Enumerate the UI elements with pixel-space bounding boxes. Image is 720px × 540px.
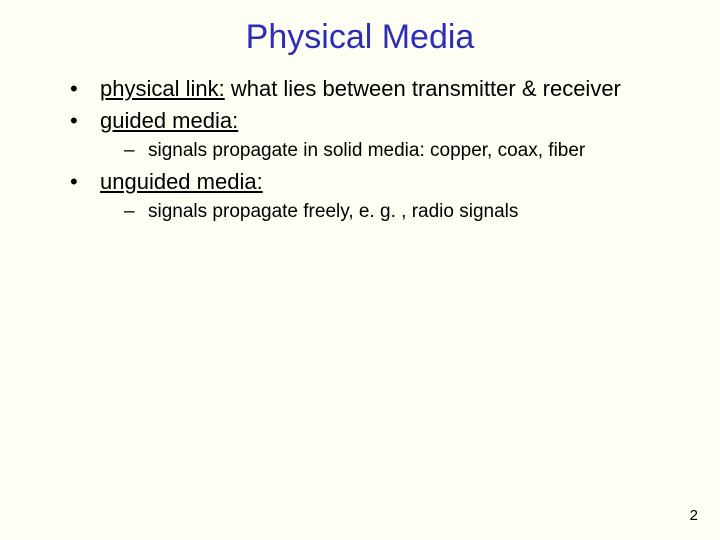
slide-title: Physical Media [30,18,690,57]
subbullet-unguided: signals propagate freely, e. g. , radio … [30,200,690,224]
bullet-term: unguided media: [100,169,263,194]
subbullet-guided: signals propagate in solid media: copper… [30,139,690,163]
bullet-list: physical link: what lies between transmi… [30,75,690,224]
bullet-term: physical link: [100,76,225,101]
bullet-physical-link: physical link: what lies between transmi… [30,75,690,103]
bullet-rest: what lies between transmitter & receiver [225,76,621,101]
page-number: 2 [690,507,698,524]
bullet-unguided-media: unguided media: [30,168,690,196]
slide: Physical Media physical link: what lies … [0,0,720,540]
bullet-term: guided media: [100,108,238,133]
bullet-guided-media: guided media: [30,107,690,135]
